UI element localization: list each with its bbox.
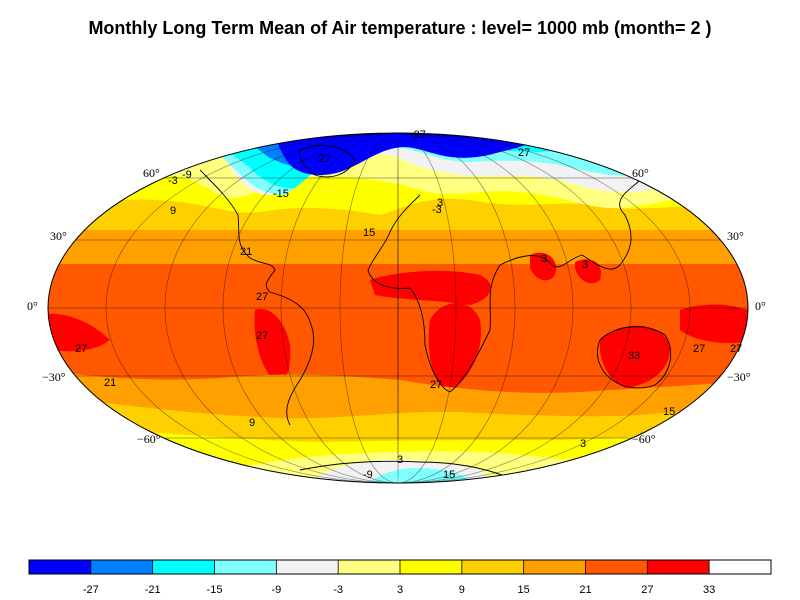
- hot-region-africa-south: [428, 303, 481, 390]
- colorbar-tick-label: -15: [207, 584, 223, 596]
- colorbar-tick-label: -9: [271, 584, 281, 596]
- meridian-30: [339, 133, 457, 483]
- contour-label: 27: [518, 147, 530, 159]
- colorbar-swatch: [276, 560, 339, 574]
- contour-label: 15: [663, 406, 675, 418]
- contour-label: 27: [730, 343, 742, 355]
- coastline-south-america: [269, 291, 314, 426]
- lat-label-60s-left: −60°: [137, 432, 161, 446]
- coastline-australia: [596, 326, 672, 389]
- meridian-90: [222, 133, 574, 483]
- coastline-greenland: [299, 145, 356, 178]
- contour-label: -3: [168, 175, 178, 187]
- lat-label-0-left: 0°: [27, 299, 38, 313]
- hot-region-west-pacific: [48, 313, 110, 352]
- lat-label-30s-left: −30°: [42, 370, 66, 384]
- meridian-0: [397, 133, 399, 483]
- colorbar-swatch: [523, 560, 586, 574]
- colorbar-tick-label: -21: [145, 584, 161, 596]
- colorbar-swatch: [461, 560, 525, 574]
- graticule: [48, 133, 748, 483]
- contour-label: 3: [580, 438, 586, 450]
- colorbar-tick-label: -3: [333, 584, 343, 596]
- lat-label-60s-right: −60°: [632, 432, 656, 446]
- colorbar: -27 -21 -15 -9 -3 3 9 15 21 27 33: [28, 559, 772, 596]
- contour-label: 27: [256, 291, 268, 303]
- contour-label: -9: [182, 169, 192, 181]
- contour-label: 33: [628, 350, 640, 362]
- contour-label: 15: [443, 469, 455, 481]
- colorbar-tick-label: 27: [641, 584, 653, 596]
- hot-region-south-america: [254, 309, 291, 383]
- coastlines: [199, 145, 672, 479]
- contour-label: 27: [75, 343, 87, 355]
- lat-label-30n-left: 30°: [50, 229, 67, 243]
- lat-label-30n-right: 30°: [727, 229, 744, 243]
- colorbar-swatch: [647, 560, 710, 574]
- band-below-minus27-north: [275, 133, 560, 176]
- colorbar-swatch: [709, 560, 772, 574]
- colorbar-swatch: [338, 560, 401, 574]
- coastline-antarctica: [299, 460, 511, 479]
- coastline-europe-africa: [367, 194, 501, 393]
- colorbar-tick-label: -27: [83, 584, 99, 596]
- coastline-asia: [499, 179, 641, 270]
- contour-label: -9: [363, 469, 373, 481]
- hot-region-australia: [599, 325, 671, 388]
- lat-label-30s-right: −30°: [727, 370, 751, 384]
- band-minus15-minus9-south: [360, 468, 480, 483]
- chart-title: Monthly Long Term Mean of Air temperatur…: [88, 18, 712, 38]
- colorbar-swatch: [585, 560, 648, 574]
- contour-label: -27: [410, 129, 426, 141]
- contour-label: 3: [582, 259, 588, 271]
- contour-label: 15: [363, 227, 375, 239]
- meridian-120: [164, 133, 632, 483]
- colorbar-tick-label: 15: [518, 584, 530, 596]
- hot-region-east-pacific: [680, 304, 748, 343]
- contour-labels: -27 -9 -3 9 -15 27 -3 3 15 21 27 27 27 2…: [75, 129, 742, 481]
- contour-label: -15: [273, 188, 289, 200]
- hot-region-sahel: [370, 270, 491, 305]
- lat-label-60n-left: 60°: [143, 166, 160, 180]
- colorbar-tick-label: 3: [397, 584, 403, 596]
- latitude-labels: 60° 60° 30° 30° 0° 0° −30° −30° −60° −60…: [27, 166, 766, 446]
- contour-label: 27: [430, 379, 442, 391]
- contour-label: 3: [541, 253, 547, 265]
- globe-outline: [47, 132, 749, 484]
- colorbar-tick-label: 21: [579, 584, 591, 596]
- colorbar-tick-label: 33: [703, 584, 715, 596]
- colorbar-swatch: [29, 560, 92, 574]
- contour-label: 9: [249, 417, 255, 429]
- coastline-north-america: [199, 169, 276, 293]
- lat-label-60n-right: 60°: [632, 166, 649, 180]
- contour-label: 27: [693, 343, 705, 355]
- contour-label: 21: [240, 246, 252, 258]
- hot-region-indochina: [575, 259, 601, 284]
- colorbar-swatch: [400, 560, 463, 574]
- colorbar-swatch: [214, 560, 277, 574]
- contour-label: -27: [315, 153, 331, 165]
- contour-label: 27: [256, 330, 268, 342]
- contour-label: 3: [397, 454, 403, 466]
- colorbar-tick-label: 9: [459, 584, 465, 596]
- contour-label: 3: [437, 197, 443, 209]
- colorbar-swatch: [152, 560, 215, 574]
- lat-label-0-right: 0°: [755, 299, 766, 313]
- contour-label: -3: [432, 204, 442, 216]
- contour-label: 21: [104, 377, 116, 389]
- meridian-60: [280, 133, 516, 483]
- hot-region-india: [530, 252, 556, 281]
- contour-label: 9: [170, 205, 176, 217]
- colorbar-swatch: [90, 560, 154, 574]
- meridian-150: [105, 133, 691, 483]
